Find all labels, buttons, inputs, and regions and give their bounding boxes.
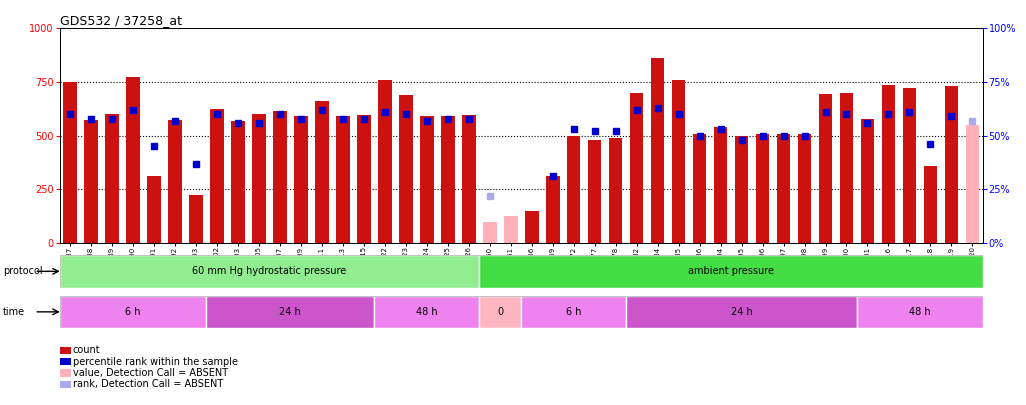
Bar bbox=[965, 125, 979, 243]
Bar bbox=[521, 296, 626, 328]
Bar bbox=[945, 86, 958, 243]
Bar bbox=[693, 134, 707, 243]
Bar bbox=[479, 296, 521, 328]
Bar bbox=[210, 109, 224, 243]
Bar bbox=[231, 121, 245, 243]
Text: 48 h: 48 h bbox=[909, 307, 931, 317]
Bar bbox=[504, 216, 517, 243]
Text: 48 h: 48 h bbox=[416, 307, 437, 317]
Text: 24 h: 24 h bbox=[279, 307, 302, 317]
Bar bbox=[756, 134, 770, 243]
Bar bbox=[441, 116, 455, 243]
Bar bbox=[420, 116, 434, 243]
Bar bbox=[273, 111, 286, 243]
Bar bbox=[608, 138, 623, 243]
Bar bbox=[546, 177, 559, 243]
Bar bbox=[672, 80, 685, 243]
Bar bbox=[378, 80, 392, 243]
Text: protocol: protocol bbox=[3, 266, 43, 276]
Bar bbox=[588, 140, 601, 243]
Text: ambient pressure: ambient pressure bbox=[688, 266, 774, 276]
Bar bbox=[147, 177, 161, 243]
Bar bbox=[777, 134, 790, 243]
Bar bbox=[839, 93, 854, 243]
Bar bbox=[483, 222, 497, 243]
Bar bbox=[462, 115, 476, 243]
Bar bbox=[168, 119, 182, 243]
Bar bbox=[714, 127, 727, 243]
Text: GDS532 / 37258_at: GDS532 / 37258_at bbox=[60, 14, 182, 27]
Bar bbox=[861, 119, 874, 243]
Text: 60 mm Hg hydrostatic pressure: 60 mm Hg hydrostatic pressure bbox=[192, 266, 347, 276]
Text: percentile rank within the sample: percentile rank within the sample bbox=[73, 357, 238, 367]
Bar bbox=[206, 296, 374, 328]
Bar bbox=[903, 88, 916, 243]
Bar bbox=[479, 255, 983, 288]
Bar bbox=[60, 296, 206, 328]
Bar bbox=[252, 114, 266, 243]
Text: value, Detection Call = ABSENT: value, Detection Call = ABSENT bbox=[73, 368, 228, 378]
Bar bbox=[566, 136, 581, 243]
Text: 0: 0 bbox=[498, 307, 504, 317]
Text: time: time bbox=[3, 307, 26, 317]
Bar bbox=[189, 195, 203, 243]
Bar bbox=[399, 95, 412, 243]
Text: 6 h: 6 h bbox=[566, 307, 582, 317]
Bar bbox=[374, 296, 479, 328]
Bar bbox=[357, 115, 370, 243]
Bar bbox=[630, 93, 643, 243]
Bar bbox=[923, 166, 938, 243]
Bar bbox=[60, 255, 479, 288]
Text: rank, Detection Call = ABSENT: rank, Detection Call = ABSENT bbox=[73, 379, 223, 389]
Bar bbox=[84, 119, 97, 243]
Bar bbox=[626, 296, 857, 328]
Bar bbox=[336, 116, 350, 243]
Bar bbox=[294, 116, 308, 243]
Bar bbox=[857, 296, 983, 328]
Bar bbox=[64, 82, 77, 243]
Bar bbox=[819, 94, 832, 243]
Bar bbox=[315, 101, 328, 243]
Bar bbox=[735, 136, 748, 243]
Bar bbox=[797, 134, 812, 243]
Bar bbox=[525, 211, 539, 243]
Bar bbox=[105, 114, 119, 243]
Text: 24 h: 24 h bbox=[731, 307, 752, 317]
Text: 6 h: 6 h bbox=[125, 307, 141, 317]
Bar bbox=[650, 58, 665, 243]
Text: count: count bbox=[73, 345, 101, 355]
Bar bbox=[881, 85, 896, 243]
Bar bbox=[126, 77, 140, 243]
